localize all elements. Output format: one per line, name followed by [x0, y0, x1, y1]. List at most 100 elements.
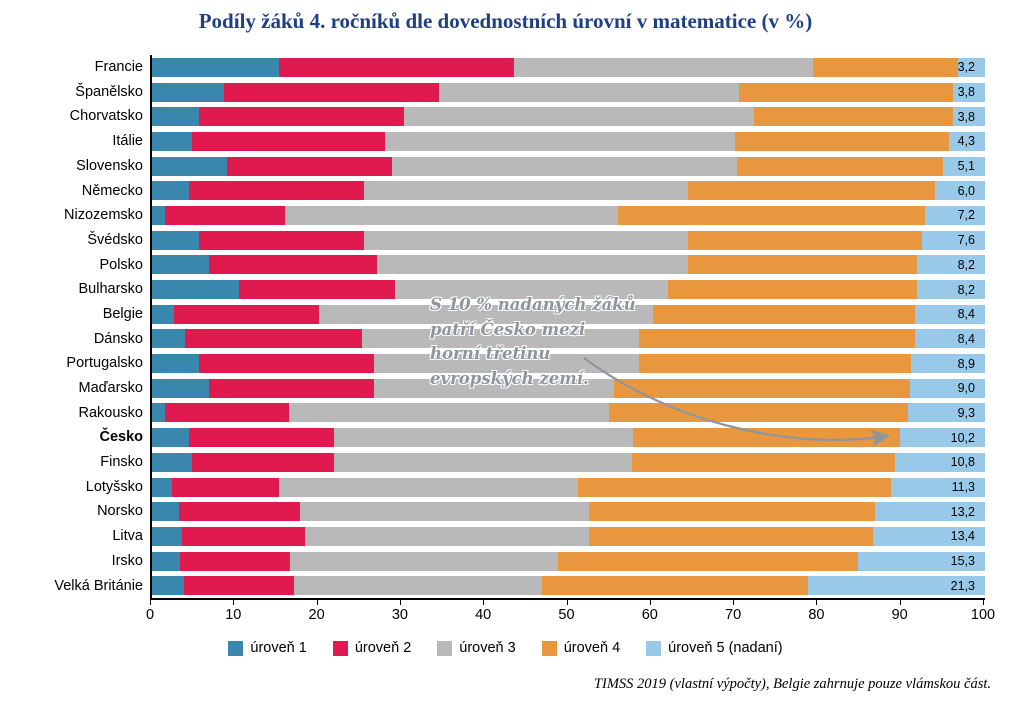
chart-row: Polsko 8,2	[99, 253, 985, 278]
bar-segment	[152, 576, 184, 596]
value-label: 13,4	[950, 529, 975, 544]
bar-segment	[639, 354, 911, 374]
country-label: Nizozemsko	[64, 207, 143, 224]
bar-segment	[171, 477, 279, 497]
bar-segment	[180, 551, 291, 571]
bar-segment	[958, 57, 985, 77]
bar-segment	[152, 329, 186, 349]
value-label: 5,1	[957, 159, 975, 174]
stacked-bar	[152, 477, 985, 497]
annotation-text: S 10 % nadaných žáků patří Česko mezi ho…	[430, 293, 636, 391]
bar-segment	[907, 403, 985, 423]
chart-row: Francie 3,2	[95, 55, 985, 80]
source-note: TIMSS 2019 (vlastní výpočty), Belgie zah…	[593, 676, 991, 692]
stacked-bar	[152, 304, 985, 324]
legend-swatch	[646, 640, 662, 656]
stacked-bar	[152, 57, 985, 77]
bar-segment	[333, 428, 634, 448]
bar-segment	[152, 255, 209, 275]
legend-item: úroveň 5 (nadaní)	[646, 640, 783, 656]
bar-segment	[589, 526, 874, 546]
bar-segment	[152, 82, 224, 102]
annotation-line: evropských zemí.	[430, 368, 589, 388]
value-label: 3,2	[957, 60, 975, 75]
bar-segment	[953, 107, 985, 127]
bar-segment	[178, 502, 301, 522]
stacked-bar	[152, 181, 985, 201]
bar-segment	[290, 551, 559, 571]
bar-segment	[873, 526, 985, 546]
bar-segment	[152, 477, 172, 497]
bar-segment	[900, 428, 985, 448]
chart-row: Česko 10,2	[99, 425, 985, 450]
bar-segment	[152, 551, 181, 571]
bar-segment	[910, 378, 985, 398]
stacked-bar	[152, 403, 985, 423]
bar-segment	[300, 502, 590, 522]
bar-segment	[278, 477, 579, 497]
bar-segment	[739, 82, 954, 102]
bar-segment	[813, 57, 959, 77]
bar-segment	[395, 280, 669, 300]
country-label: Velká Británie	[54, 577, 143, 594]
country-label: Francie	[94, 59, 143, 76]
axis-tick-mark	[733, 600, 735, 605]
value-label: 3,8	[957, 109, 975, 124]
value-label: 9,3	[957, 405, 975, 420]
legend-label: úroveň 4	[563, 640, 621, 656]
bar-segment	[614, 378, 910, 398]
value-label: 7,2	[957, 208, 975, 223]
axis-tick-label: 100	[970, 607, 996, 623]
legend-swatch	[228, 640, 244, 656]
chart-row: Lotyšsko 11,3	[86, 475, 985, 500]
bar-segment	[152, 403, 166, 423]
country-label: Itálie	[112, 133, 143, 150]
stacked-bar	[152, 428, 985, 448]
bar-segment	[181, 526, 306, 546]
bar-segment	[754, 107, 954, 127]
chart-title: Podíly žáků 4. ročníků dle dovednostních…	[198, 9, 813, 33]
bar-segment	[152, 156, 227, 176]
value-label: 13,2	[950, 504, 975, 519]
bar-segment	[653, 304, 915, 324]
stacked-bar	[152, 131, 985, 151]
bar-segment	[688, 255, 917, 275]
axis-tick-mark	[316, 600, 318, 605]
country-label: Německo	[81, 182, 143, 199]
axis-tick-label: 50	[558, 607, 575, 623]
bar-segment	[924, 205, 985, 225]
chart-row: Irsko 15,3	[112, 549, 985, 574]
country-label: Lotyšsko	[85, 478, 143, 495]
bar-segment	[558, 551, 858, 571]
bar-segment	[609, 403, 908, 423]
annotation-line: patří Česko mezi	[430, 319, 586, 339]
axis-tick-mark	[649, 600, 651, 605]
plot-area: Francie 3,2 Španělsko 3,8 Chorvatsko 3,8 Itáli…	[54, 55, 985, 600]
annotation-line: horní třetinu	[430, 344, 551, 363]
axis-tick-label: 10	[225, 607, 242, 623]
axis-tick-mark	[816, 600, 818, 605]
legend-label: úroveň 1	[250, 640, 307, 656]
axis-tick-label: 40	[475, 607, 492, 623]
bar-segment	[278, 57, 514, 77]
chart-row: Švédsko 7,6	[87, 228, 985, 253]
stacked-bar	[152, 576, 985, 596]
country-label: Česko	[99, 429, 143, 446]
bar-segment	[589, 502, 876, 522]
country-label: Rakousko	[78, 404, 143, 421]
value-label: 10,8	[950, 455, 975, 470]
bar-segment	[921, 230, 985, 250]
bar-segment	[152, 378, 209, 398]
stacked-bar	[152, 502, 985, 522]
bar-segment	[305, 526, 590, 546]
bar-segment	[376, 255, 689, 275]
bar-segment	[208, 378, 374, 398]
axis-tick-label: 20	[308, 607, 325, 623]
axis-tick-mark	[483, 600, 485, 605]
axis-tick-label: 80	[808, 607, 825, 623]
bar-segment	[639, 329, 915, 349]
chart-row: Itálie 4,3	[112, 129, 985, 154]
country-label: Norsko	[97, 503, 143, 520]
value-label: 8,2	[957, 282, 975, 297]
bar-segment	[373, 354, 640, 374]
